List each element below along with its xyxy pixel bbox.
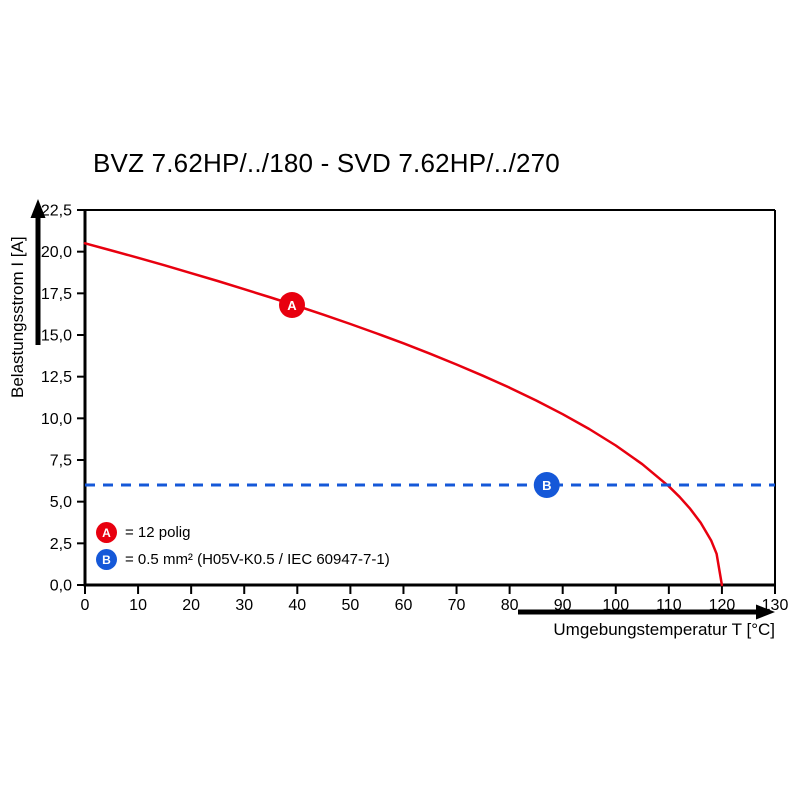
- plot-area: 0,0 2,5 5,0 7,5 10,0 12,5 15,0 17,5 20,0 22,5 0 10 2…: [41, 203, 789, 615]
- legend-item-b: B = 0.5 mm² (H05V-K0.5 / IEC 60947-7-1): [96, 549, 390, 570]
- y-tick-label: 15,0: [41, 328, 72, 345]
- x-tick-label: 40: [288, 597, 306, 614]
- y-tick-label: 12,5: [41, 369, 72, 386]
- y-tick-label: 5,0: [50, 494, 72, 511]
- x-tick-label: 10: [129, 597, 147, 614]
- y-tick-label: 10,0: [41, 411, 72, 428]
- marker-b-icon: [533, 472, 560, 498]
- x-tick-label: 110: [656, 597, 682, 614]
- x-tick-label: 50: [341, 597, 359, 614]
- x-axis-label: Umgebungstemperatur T [°C]: [553, 620, 775, 639]
- x-tick-label: 30: [235, 597, 253, 614]
- marker-b-label: B: [542, 478, 551, 493]
- y-axis-arrowhead: [30, 199, 46, 218]
- x-tick-label: 0: [81, 597, 90, 614]
- y-tick-label: 0,0: [50, 578, 72, 595]
- x-tick-label: 60: [395, 597, 413, 614]
- y-tick-label: 7,5: [50, 453, 72, 470]
- y-tick-label: 20,0: [41, 244, 72, 261]
- series-a-curve: [83, 242, 724, 587]
- x-tick-label: 100: [602, 597, 629, 614]
- x-tick-label: 20: [182, 597, 200, 614]
- legend: A = 12 polig B = 0.5 mm² (H05V-K0.5 / IE…: [96, 522, 390, 570]
- x-axis-arrowhead: [756, 604, 775, 620]
- x-tick-label: 130: [762, 597, 789, 614]
- y-tick-label: 17,5: [41, 286, 72, 303]
- legend-text-a: = 12 polig: [125, 524, 191, 541]
- legend-marker-a-icon: A: [96, 522, 117, 543]
- legend-text-b: = 0.5 mm² (H05V-K0.5 / IEC 60947-7-1): [125, 551, 390, 568]
- x-tick-label: 80: [501, 597, 519, 614]
- marker-a-icon: [279, 292, 305, 318]
- x-tick-label: 120: [709, 597, 736, 614]
- y-tick-label: 22,5: [41, 203, 72, 220]
- x-tick-label: 90: [554, 597, 572, 614]
- marker-a-label: A: [287, 298, 297, 313]
- y-tick-label: 2,5: [50, 536, 72, 553]
- x-tick-label: 70: [448, 597, 466, 614]
- page-title: BVZ 7.62HP/../180 - SVD 7.62HP/../270: [93, 148, 560, 178]
- legend-item-a: A = 12 polig: [96, 522, 390, 543]
- legend-marker-b-icon: B: [96, 549, 117, 570]
